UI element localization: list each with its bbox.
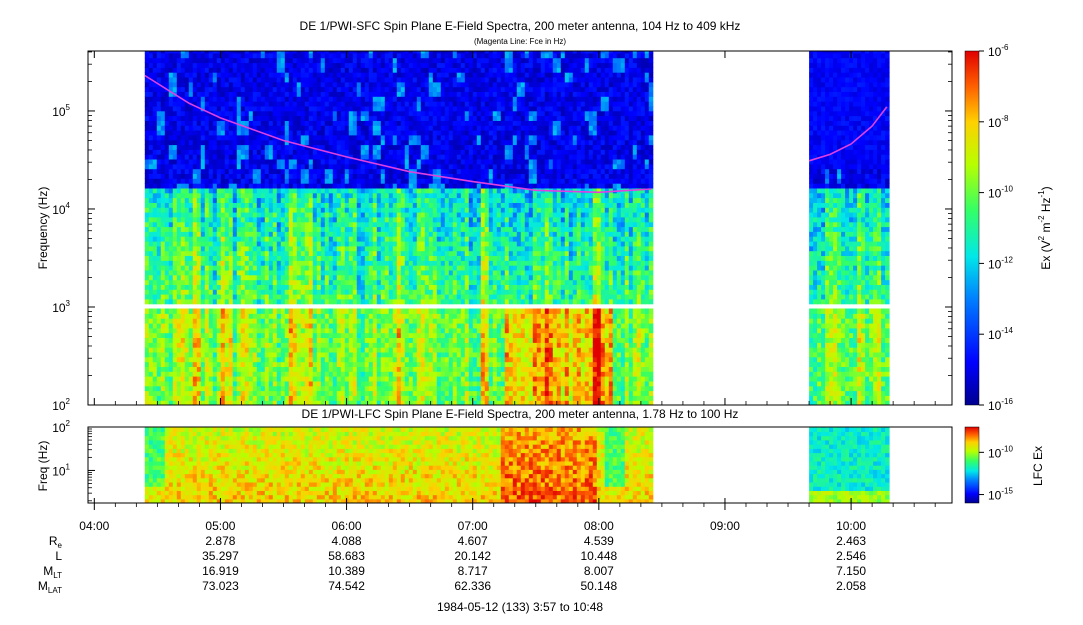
ephemeris-row-label: Re [49,534,63,550]
ephemeris-row-label: MLAT [38,579,62,595]
sfc-subtitle: (Magenta Line: Fce in Hz) [474,37,566,46]
ephemeris-row-label: MLT [43,564,62,580]
time-tick-label: 06:00 [332,519,362,533]
time-tick-label: 09:00 [710,519,740,533]
lfc-title: DE 1/PWI-LFC Spin Plane E-Field Spectra,… [302,407,739,421]
lfc-y-tick-label: 101 [52,462,70,478]
ephemeris-table: Re 2.878 4.088 4.607 4.539 2.463 L 35.297 58.683… [38,534,867,595]
lfc-y-axis-label: Freq (Hz) [36,441,50,492]
time-tick-label: 10:00 [836,519,866,533]
ephemeris-value: 4.539 [584,534,614,548]
footer-date-range: 1984-05-12 (133) 3:57 to 10:48 [437,600,603,614]
ephemeris-value: 2.058 [836,579,866,593]
sfc-title: DE 1/PWI-SFC Spin Plane E-Field Spectra,… [300,19,741,33]
ephemeris-value: 74.542 [328,579,365,593]
time-tick-label: 05:00 [205,519,235,533]
ephemeris-value: 2.878 [205,534,235,548]
time-tick-label: 07:00 [458,519,488,533]
sfc-colorbar [965,51,979,405]
sfc-colorbar-tick-label: 10-8 [988,114,1009,130]
ephemeris-value: 4.607 [458,534,488,548]
lfc-colorbar-label: LFC Ex [1031,446,1045,486]
ephemeris-value: 8.007 [584,564,614,578]
sfc-y-tick-label: 103 [52,299,70,315]
ephemeris-value: 2.546 [836,549,866,563]
ephemeris-value: 16.919 [202,564,239,578]
sfc-y-tick-label: 105 [52,103,70,119]
ephemeris-value: 7.150 [836,564,866,578]
ephemeris-value: 2.463 [836,534,866,548]
sfc-colorbar-tick-label: 10-10 [988,185,1013,201]
lfc-colorbar [965,427,979,503]
ephemeris-value: 8.717 [458,564,488,578]
sfc-colorbar-tick-label: 10-16 [988,397,1013,413]
lfc-panel: 101 102 Freq (Hz) 10-10 10-15 LFC Ex [36,419,1045,504]
ephemeris-value: 58.683 [328,549,365,563]
ephemeris-row-label: L [55,549,62,563]
sfc-panel: 102 103 104 105 Frequency (Hz) 10-6 10-8 10-1… [36,43,1053,413]
ephemeris-value: 4.088 [332,534,362,548]
sfc-colorbar-tick-label: 10-6 [988,43,1009,59]
sfc-colorbar-tick-label: 10-14 [988,326,1013,342]
ephemeris-value: 62.336 [454,579,491,593]
sfc-y-axis-label: Frequency (Hz) [36,187,50,270]
lfc-colorbar-tick-label: 10-10 [988,444,1013,460]
ephemeris-value: 50.148 [580,579,617,593]
sfc-y-tick-label: 104 [52,201,70,217]
ephemeris-value: 73.023 [202,579,239,593]
sfc-colorbar-ticks: 10-6 10-8 10-10 10-12 10-14 10-16 [979,43,1013,413]
sfc-colorbar-tick-label: 10-12 [988,255,1013,271]
time-tick-label: 08:00 [584,519,614,533]
lfc-colorbar-tick-label: 10-15 [988,487,1013,503]
ephemeris-value: 20.142 [454,549,491,563]
ephemeris-value: 10.389 [328,564,365,578]
sfc-y-tick-label: 102 [52,397,70,413]
lfc-y-tick-label: 102 [52,419,70,435]
ephemeris-value: 10.448 [580,549,617,563]
lfc-colorbar-ticks: 10-10 10-15 [979,444,1013,502]
ephemeris-value: 35.297 [202,549,239,563]
time-tick-label: 04:00 [79,519,109,533]
sfc-colorbar-label: Ex (V2 m-2 Hz-1) [1037,186,1053,269]
